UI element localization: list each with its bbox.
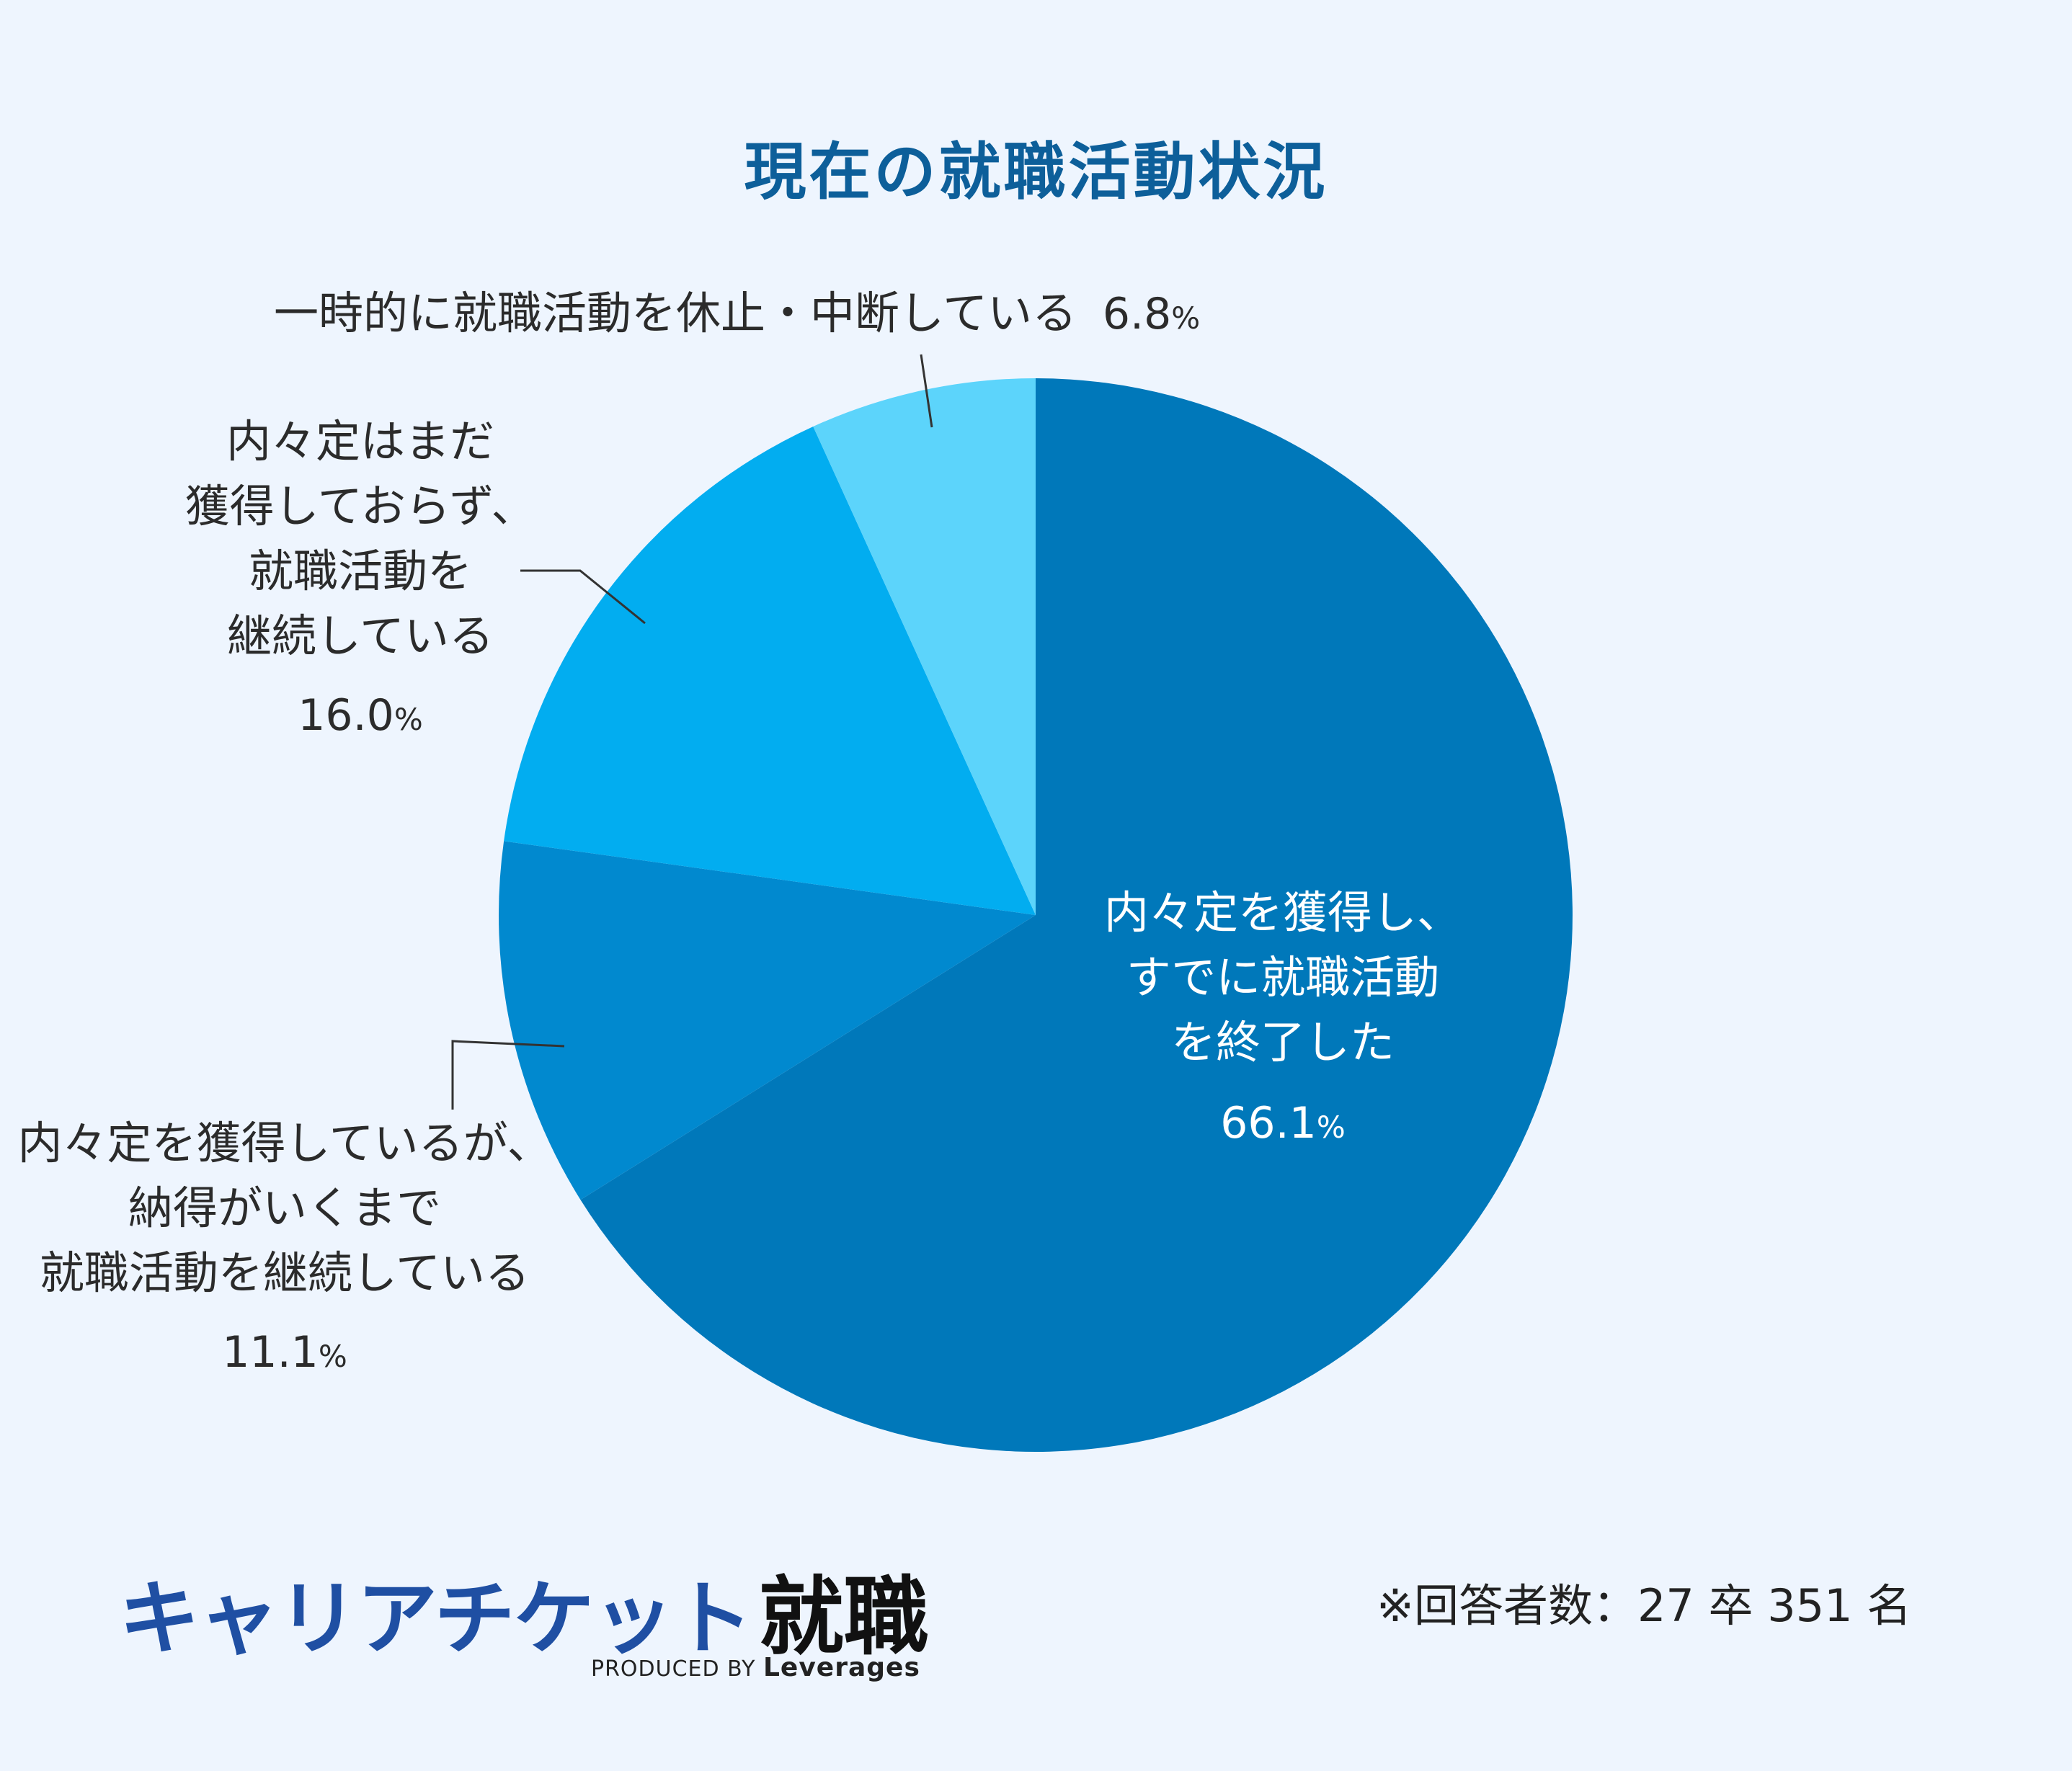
slice-value-label: 11.1% bbox=[222, 1327, 347, 1378]
slice-label-no-offer: 内々定はまだ 獲得しておらず、 就職活動を 継続している 16.0% bbox=[144, 409, 577, 752]
slice-label-line: 内々定はまだ bbox=[226, 415, 494, 468]
slice-label-line: すでに就職活動 bbox=[1126, 951, 1440, 1004]
leader-line-slice-3 bbox=[920, 354, 933, 428]
slice-label-line: 就職活動を継続している bbox=[39, 1246, 530, 1299]
leader-line-slice-2 bbox=[520, 569, 646, 625]
brand-logo: キャリアチケット就職 PRODUCED BY Leverages bbox=[119, 1548, 929, 1682]
slice-value-label: 66.1% bbox=[1220, 1098, 1346, 1148]
pie-slice-3 bbox=[813, 378, 1036, 915]
slice-label-line: 一時的に就職活動を休止・中断している bbox=[274, 287, 1077, 339]
company-name: Leverages bbox=[762, 1653, 920, 1682]
slice-label-line: 納得がいくまで bbox=[128, 1182, 441, 1234]
leader-line-slice-1 bbox=[451, 1040, 565, 1110]
slice-label-continuing-with-offer: 内々定を獲得しているが、 納得がいくまで 就職活動を継続している 11.1% bbox=[7, 1111, 562, 1389]
logo-kanji: 就職 bbox=[758, 1567, 929, 1667]
slice-label-line: 継続している bbox=[226, 610, 494, 662]
respondent-count-note: ※回答者数：27 卒 351 名 bbox=[1377, 1579, 1912, 1632]
logo-text: キャリアチケット bbox=[119, 1572, 753, 1666]
slice-label-line: 内々定を獲得しているが、 bbox=[17, 1117, 552, 1169]
slice-label-line: を終了した bbox=[1170, 1016, 1395, 1069]
pie-slice-1 bbox=[499, 841, 1036, 1200]
slice-label-line: 内々定を獲得し、 bbox=[1103, 886, 1462, 939]
slice-label-line: 就職活動を bbox=[248, 545, 472, 597]
slice-label-line: 獲得しておらず、 bbox=[184, 480, 536, 532]
chart-title: 現在の就職活動状況 bbox=[744, 136, 1328, 208]
produced-by: PRODUCED BY Leverages bbox=[591, 1653, 920, 1682]
slice-label-finished: 内々定を獲得し、 すでに就職活動 を終了した 66.1% bbox=[1074, 880, 1492, 1160]
slice-label-paused: 一時的に就職活動を休止・中断している 6.8% bbox=[274, 281, 1312, 351]
pie-slice-0 bbox=[580, 378, 1573, 1453]
slice-value-label: 6.8% bbox=[1102, 289, 1201, 339]
pie-slice-2 bbox=[504, 426, 1036, 915]
slice-value-label: 16.0% bbox=[298, 690, 423, 741]
